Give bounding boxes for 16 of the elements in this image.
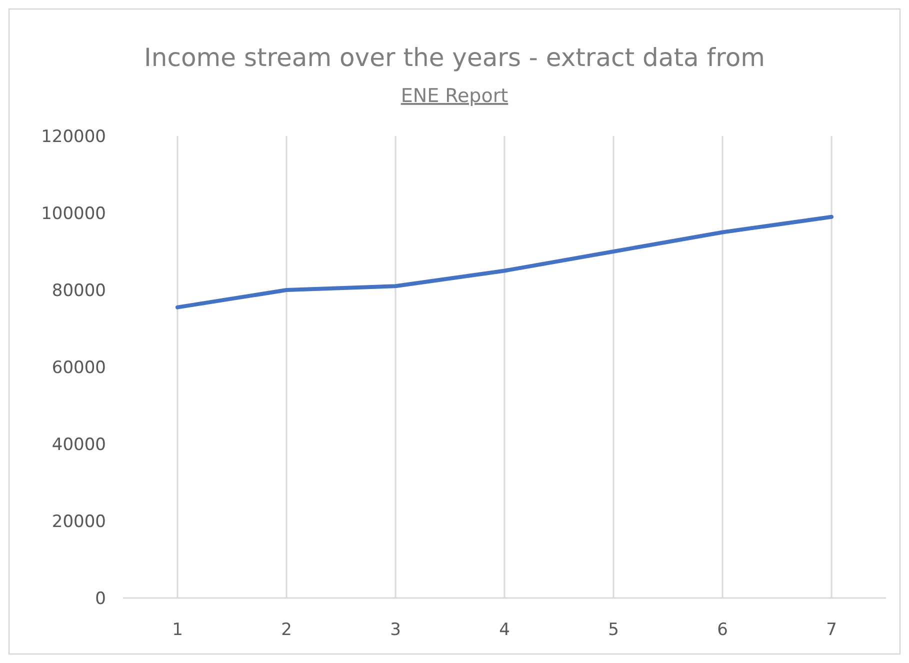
x-tick-label: 7 (826, 620, 837, 640)
x-tick-label: 5 (608, 620, 619, 640)
y-tick-label: 100000 (41, 204, 106, 224)
x-tick-label: 4 (499, 620, 510, 640)
x-tick-label: 6 (717, 620, 728, 640)
y-tick-label: 120000 (41, 127, 106, 147)
chart-title: Income stream over the years - extract data from ENE Report (144, 43, 765, 107)
x-tick-label: 2 (281, 620, 292, 640)
y-tick-label: 80000 (52, 281, 106, 301)
line-series (176, 214, 834, 310)
y-tick-label: 20000 (52, 512, 106, 532)
x-tick-label: 1 (172, 620, 183, 640)
x-tick-label: 3 (390, 620, 401, 640)
y-tick-label: 40000 (52, 435, 106, 455)
y-tick-label: 0 (95, 589, 106, 609)
y-tick-label: 60000 (52, 358, 106, 378)
